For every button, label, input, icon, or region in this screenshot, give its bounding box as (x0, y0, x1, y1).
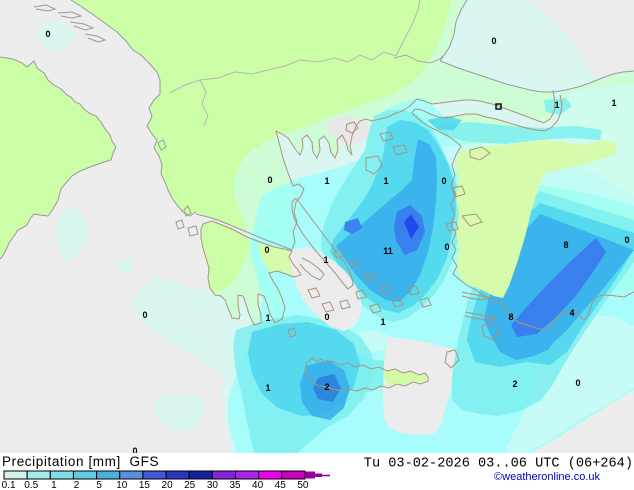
svg-text:0: 0 (142, 310, 147, 320)
svg-text:1: 1 (324, 176, 329, 186)
svg-text:1: 1 (611, 98, 616, 108)
svg-text:1: 1 (265, 383, 270, 393)
svg-text:1: 1 (380, 317, 385, 327)
svg-text:0: 0 (132, 446, 137, 456)
svg-text:1: 1 (323, 255, 328, 265)
svg-text:©weatheronline.co.uk: ©weatheronline.co.uk (494, 471, 600, 483)
svg-text:0: 0 (264, 245, 269, 255)
svg-text:45: 45 (275, 480, 287, 490)
svg-text:0.5: 0.5 (24, 480, 38, 490)
svg-text:1: 1 (554, 100, 559, 110)
svg-text:0: 0 (267, 175, 272, 185)
svg-text:35: 35 (229, 480, 241, 490)
svg-text:Tu 03-02-2026 03..06 UTC (06+2: Tu 03-02-2026 03..06 UTC (06+264) (364, 457, 633, 472)
svg-text:8: 8 (563, 240, 568, 250)
svg-text:30: 30 (207, 480, 219, 490)
svg-text:0.1: 0.1 (2, 480, 16, 490)
svg-text:1: 1 (51, 480, 57, 490)
svg-text:8: 8 (508, 312, 513, 322)
svg-text:0: 0 (624, 235, 629, 245)
svg-text:40: 40 (252, 480, 264, 490)
svg-text:0: 0 (491, 36, 496, 46)
svg-text:1: 1 (383, 176, 388, 186)
svg-text:25: 25 (184, 480, 196, 490)
svg-text:20: 20 (162, 480, 174, 490)
svg-text:15: 15 (139, 480, 151, 490)
svg-text:50: 50 (297, 480, 309, 490)
svg-text:4: 4 (569, 308, 574, 318)
svg-text:11: 11 (383, 246, 393, 256)
svg-text:0: 0 (441, 176, 446, 186)
svg-text:1: 1 (265, 313, 270, 323)
svg-text:Precipitation [mm] GFS: Precipitation [mm] GFS (2, 454, 159, 469)
svg-text:2: 2 (512, 379, 517, 389)
svg-text:2: 2 (74, 480, 80, 490)
svg-text:10: 10 (116, 480, 128, 490)
svg-text:2: 2 (324, 382, 329, 392)
svg-text:0: 0 (45, 29, 50, 39)
svg-text:5: 5 (96, 480, 102, 490)
svg-text:0: 0 (575, 378, 580, 388)
svg-text:0: 0 (324, 312, 329, 322)
svg-text:0: 0 (444, 242, 449, 252)
